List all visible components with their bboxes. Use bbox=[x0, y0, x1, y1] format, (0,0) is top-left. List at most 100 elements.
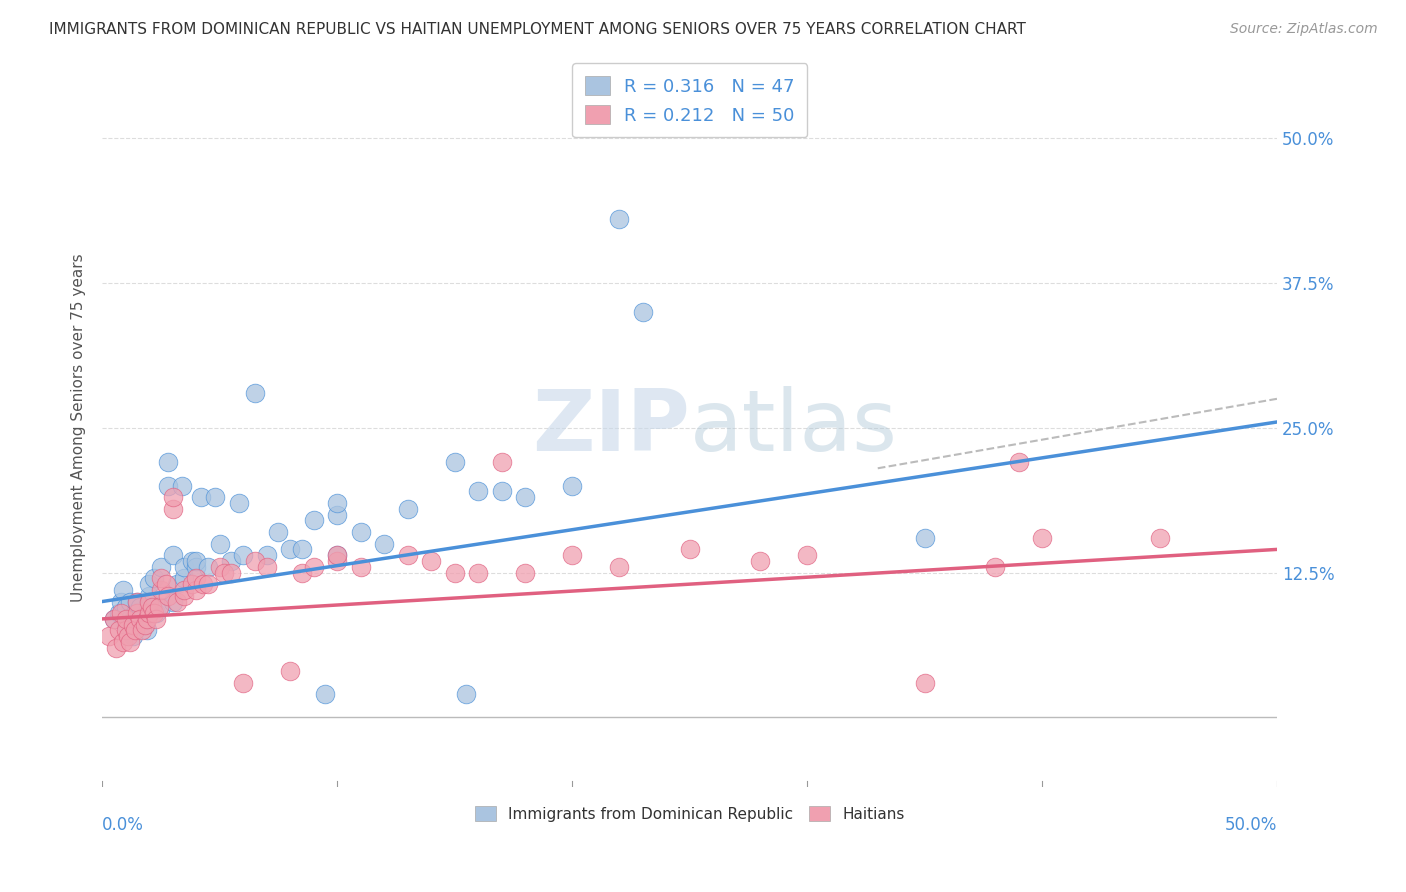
Point bbox=[607, 212, 630, 227]
Point bbox=[114, 600, 136, 615]
Point bbox=[156, 478, 179, 492]
Point bbox=[607, 559, 630, 574]
Point bbox=[172, 478, 194, 492]
Point bbox=[114, 624, 136, 638]
Point bbox=[197, 577, 219, 591]
Point bbox=[749, 554, 772, 568]
Point bbox=[214, 566, 236, 580]
Point bbox=[291, 542, 314, 557]
Point bbox=[232, 548, 254, 562]
Point bbox=[105, 640, 128, 655]
Point bbox=[326, 548, 349, 562]
Point bbox=[112, 582, 135, 597]
Point bbox=[156, 455, 179, 469]
Point bbox=[467, 566, 489, 580]
Point bbox=[124, 606, 146, 620]
Point bbox=[186, 554, 208, 568]
Point bbox=[243, 554, 266, 568]
Point bbox=[149, 559, 172, 574]
Text: atlas: atlas bbox=[690, 386, 898, 469]
Y-axis label: Unemployment Among Seniors over 75 years: Unemployment Among Seniors over 75 years bbox=[72, 253, 86, 602]
Point bbox=[173, 589, 195, 603]
Point bbox=[112, 635, 135, 649]
Point bbox=[103, 612, 125, 626]
Point bbox=[443, 455, 465, 469]
Point bbox=[128, 600, 150, 615]
Point bbox=[326, 508, 349, 522]
Point bbox=[134, 617, 156, 632]
Point bbox=[326, 554, 349, 568]
Point bbox=[98, 629, 121, 643]
Text: 0.0%: 0.0% bbox=[103, 815, 143, 834]
Point bbox=[679, 542, 702, 557]
Point bbox=[173, 571, 195, 585]
Point bbox=[149, 571, 172, 585]
Point bbox=[561, 548, 583, 562]
Point bbox=[138, 594, 160, 608]
Point bbox=[127, 594, 149, 608]
Point bbox=[127, 612, 149, 626]
Point bbox=[162, 548, 184, 562]
Point bbox=[190, 490, 212, 504]
Point bbox=[326, 496, 349, 510]
Point bbox=[491, 455, 513, 469]
Point bbox=[142, 571, 165, 585]
Point bbox=[114, 617, 136, 632]
Point bbox=[232, 675, 254, 690]
Point bbox=[180, 577, 202, 591]
Point bbox=[120, 612, 142, 626]
Point bbox=[208, 536, 231, 550]
Point bbox=[193, 577, 215, 591]
Point bbox=[138, 577, 160, 591]
Point bbox=[373, 536, 395, 550]
Point bbox=[186, 571, 208, 585]
Text: ZIP: ZIP bbox=[531, 386, 690, 469]
Point bbox=[120, 635, 142, 649]
Legend: Immigrants from Dominican Republic, Haitians: Immigrants from Dominican Republic, Hait… bbox=[467, 798, 912, 830]
Point bbox=[631, 305, 654, 319]
Point bbox=[186, 559, 208, 574]
Point bbox=[134, 617, 156, 632]
Point bbox=[107, 606, 129, 620]
Point bbox=[467, 484, 489, 499]
Point bbox=[114, 612, 136, 626]
Point bbox=[278, 664, 301, 678]
Point bbox=[561, 478, 583, 492]
Point bbox=[127, 606, 149, 620]
Point bbox=[515, 490, 537, 504]
Point bbox=[149, 600, 172, 615]
Point bbox=[228, 496, 250, 510]
Text: Source: ZipAtlas.com: Source: ZipAtlas.com bbox=[1230, 22, 1378, 37]
Point bbox=[180, 554, 202, 568]
Point bbox=[796, 548, 818, 562]
Point bbox=[162, 490, 184, 504]
Point bbox=[914, 675, 936, 690]
Point bbox=[110, 594, 132, 608]
Point bbox=[204, 490, 226, 504]
Point bbox=[350, 524, 373, 539]
Point bbox=[243, 386, 266, 401]
Point bbox=[142, 606, 165, 620]
Point bbox=[291, 566, 314, 580]
Point bbox=[256, 548, 278, 562]
Point bbox=[138, 589, 160, 603]
Point bbox=[156, 589, 179, 603]
Point bbox=[135, 612, 157, 626]
Text: IMMIGRANTS FROM DOMINICAN REPUBLIC VS HAITIAN UNEMPLOYMENT AMONG SENIORS OVER 75: IMMIGRANTS FROM DOMINICAN REPUBLIC VS HA… bbox=[49, 22, 1026, 37]
Point bbox=[166, 594, 188, 608]
Point bbox=[173, 559, 195, 574]
Point bbox=[491, 484, 513, 499]
Point bbox=[145, 612, 167, 626]
Point bbox=[914, 531, 936, 545]
Point bbox=[120, 594, 142, 608]
Point bbox=[1149, 531, 1171, 545]
Point bbox=[117, 629, 139, 643]
Point bbox=[186, 582, 208, 597]
Point bbox=[302, 559, 325, 574]
Point bbox=[145, 606, 167, 620]
Point bbox=[110, 606, 132, 620]
Point bbox=[984, 559, 1007, 574]
Point bbox=[278, 542, 301, 557]
Point bbox=[121, 617, 143, 632]
Point bbox=[443, 566, 465, 580]
